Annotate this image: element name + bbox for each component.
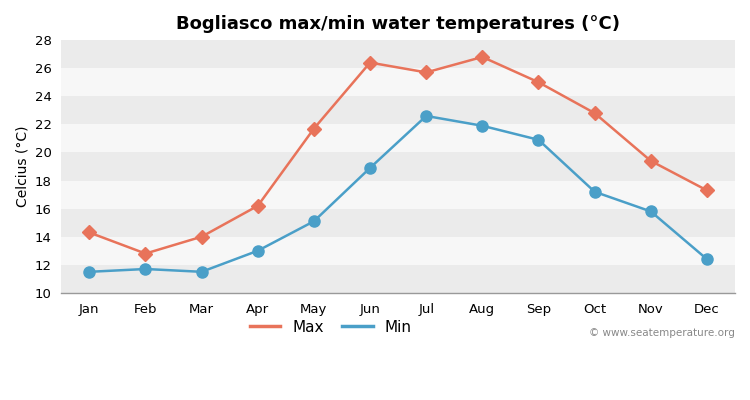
Bar [62,68,735,96]
Line: Min: Min [84,110,712,277]
Max [365,60,374,65]
Max [310,126,319,131]
Min [646,209,656,214]
Max [478,54,487,59]
Max [85,230,94,235]
Min [703,257,712,262]
Legend: Max, Min: Max, Min [244,314,418,341]
Max [422,70,430,75]
Max [197,234,206,239]
Y-axis label: Celcius (°C): Celcius (°C) [15,126,29,207]
Title: Bogliasco max/min water temperatures (°C): Bogliasco max/min water temperatures (°C… [176,15,620,33]
Bar [62,265,735,293]
Bar [62,237,735,265]
Max [254,204,262,208]
Min [85,270,94,274]
Bar [62,180,735,209]
Min [478,123,487,128]
Min [422,114,430,118]
Min [365,166,374,170]
Line: Max: Max [85,52,712,258]
Bar [62,96,735,124]
Max [534,80,543,85]
Min [141,267,150,272]
Max [703,188,712,193]
Max [141,251,150,256]
Text: © www.seatemperature.org: © www.seatemperature.org [590,328,735,338]
Bar [62,40,735,68]
Max [590,111,599,116]
Min [590,189,599,194]
Min [254,248,262,253]
Min [534,138,543,142]
Bar [62,124,735,152]
Max [646,158,656,163]
Min [197,270,206,274]
Bar [62,152,735,180]
Bar [62,209,735,237]
Min [310,219,319,224]
